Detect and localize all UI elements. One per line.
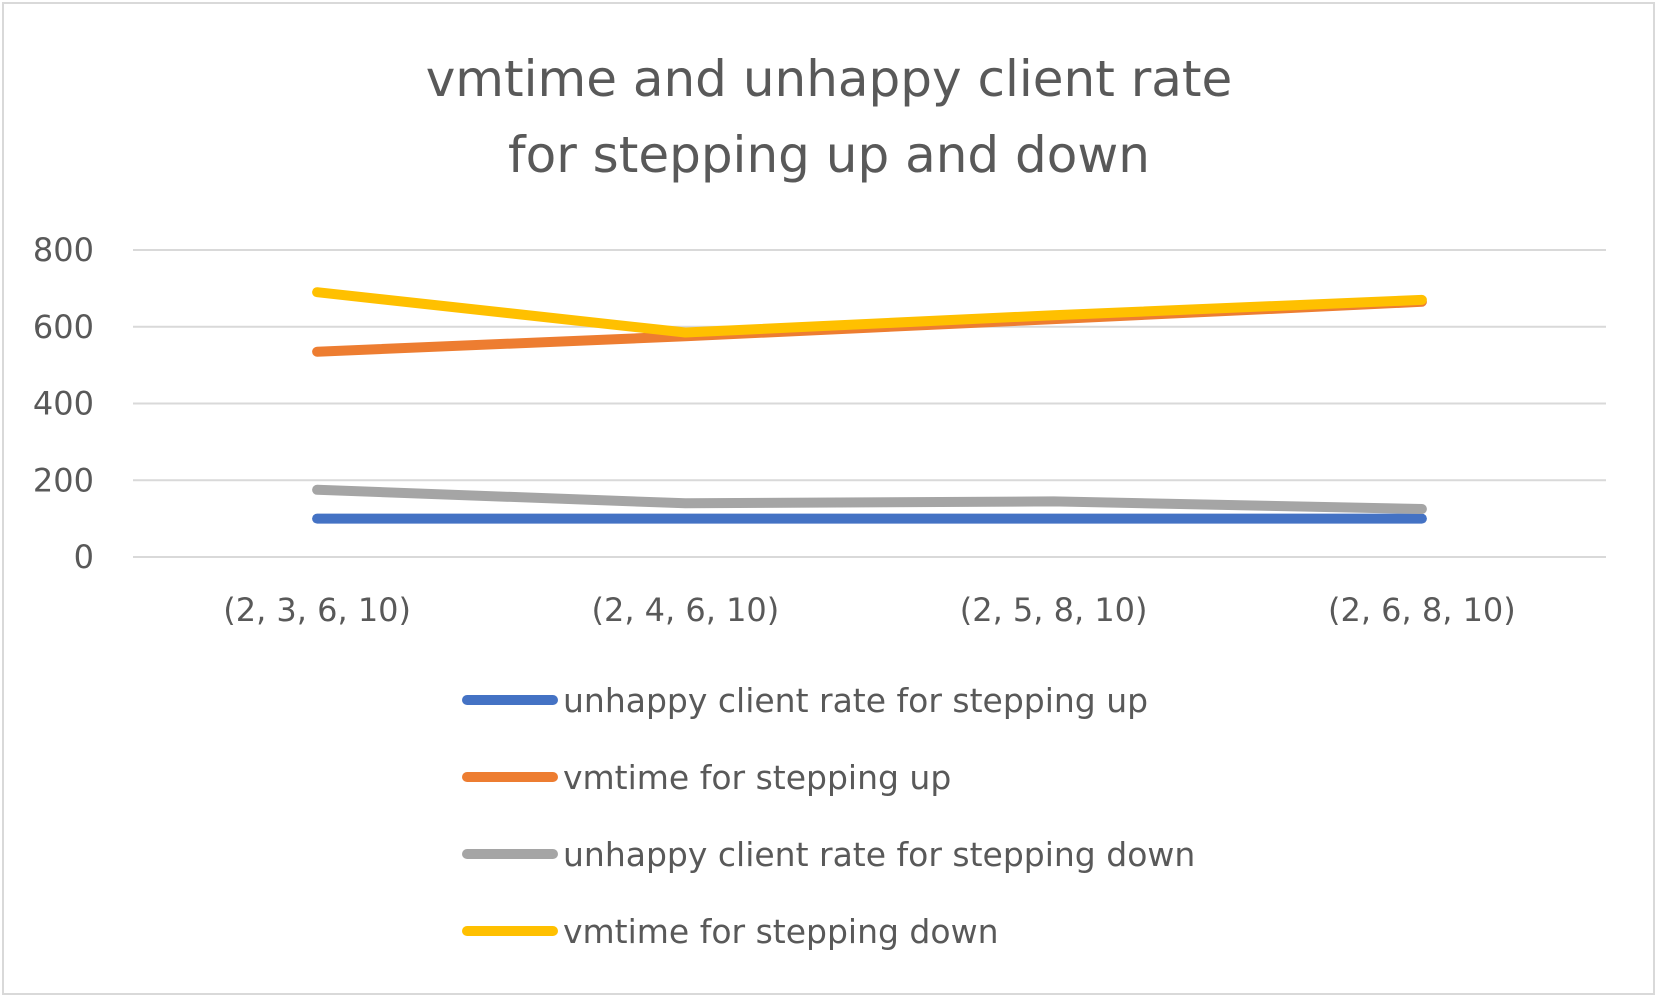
- y-tick-label: 600: [33, 308, 94, 346]
- legend-item: unhappy client rate for stepping down: [462, 835, 1195, 874]
- y-tick-label: 0: [74, 538, 94, 576]
- y-axis-tick-labels: 0 200 400 600 800: [33, 231, 94, 576]
- series-lines: [312, 287, 1427, 524]
- legend-label: unhappy client rate for stepping down: [563, 835, 1195, 874]
- y-tick-label: 800: [33, 231, 94, 269]
- gridlines: [133, 249, 1606, 558]
- legend-item: vmtime for stepping down: [462, 912, 998, 951]
- y-tick-label: 200: [33, 461, 94, 499]
- chart-title: vmtime and unhappy client rate for stepp…: [426, 50, 1233, 184]
- legend: unhappy client rate for stepping up vmtim…: [462, 681, 1195, 951]
- chart-title-line-2: for stepping up and down: [508, 126, 1150, 184]
- x-tick-label: (2, 5, 8, 10): [960, 591, 1148, 629]
- x-tick-label: (2, 4, 6, 10): [591, 591, 779, 629]
- legend-item: unhappy client rate for stepping up: [462, 681, 1148, 720]
- legend-label: vmtime for stepping down: [563, 912, 998, 951]
- y-tick-label: 400: [33, 385, 94, 423]
- legend-label: unhappy client rate for stepping up: [563, 681, 1148, 720]
- series-line-4: [312, 287, 1427, 338]
- series-line-3: [312, 484, 1427, 514]
- legend-label: vmtime for stepping up: [563, 758, 951, 797]
- chart-title-line-1: vmtime and unhappy client rate: [426, 50, 1233, 108]
- x-tick-label: (2, 6, 8, 10): [1328, 591, 1516, 629]
- x-axis-tick-labels: (2, 3, 6, 10) (2, 4, 6, 10) (2, 5, 8, 10) (…: [223, 591, 1516, 629]
- x-tick-label: (2, 3, 6, 10): [223, 591, 411, 629]
- legend-item: vmtime for stepping up: [462, 758, 951, 797]
